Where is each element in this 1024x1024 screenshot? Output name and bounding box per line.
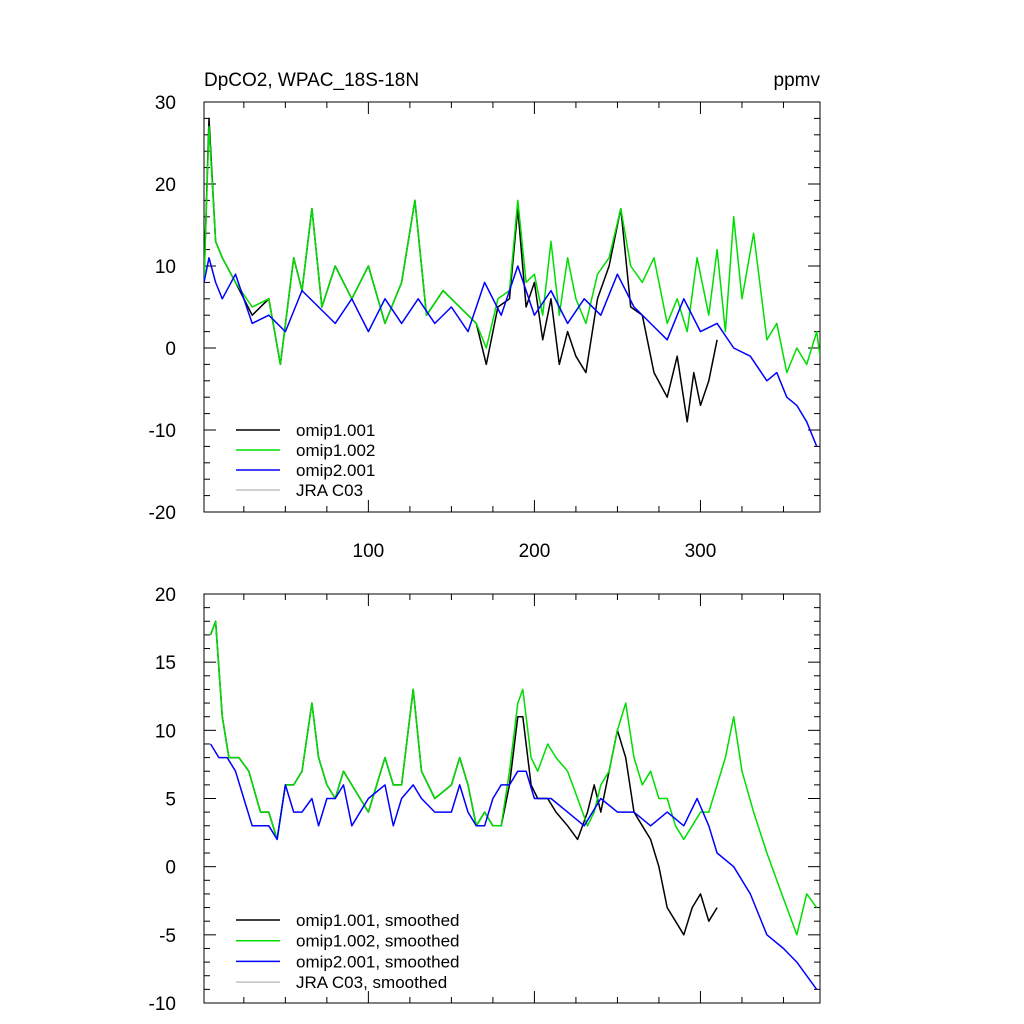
y-tick-label: 10 [155,257,176,278]
legend-label: omip2.001, smoothed [296,952,460,971]
chart-title: DpCO2, WPAC_18S-18N [204,70,419,91]
legend-label: omip2.001 [296,461,375,480]
series-line-omip2-001-smoothed [209,743,818,990]
y-tick-label: 0 [165,858,176,879]
series-line-omip1-001-smoothed [209,620,718,936]
y-tick-label: 15 [155,653,176,674]
x-tick-label: 200 [519,541,551,562]
y-tick-label: -10 [149,421,176,442]
y-tick-label: -10 [149,994,176,1015]
series-line-omip1-002-smoothed [209,620,818,936]
plot-frame [203,101,821,513]
legend-label: omip1.002 [296,441,375,460]
x-tick-label: 100 [353,541,385,562]
y-tick-label: 5 [165,790,176,811]
legend-label: omip1.001 [296,421,375,440]
series-line-omip1-001 [204,117,718,423]
legend-label: omip1.001, smoothed [296,911,460,930]
y-tick-label: 30 [155,93,176,114]
x-tick-label: 300 [685,541,717,562]
y-tick-label: -5 [159,926,176,947]
y-tick-label: 10 [155,721,176,742]
series-line-omip1-002 [204,125,820,374]
legend-label: omip1.002, smoothed [296,932,460,951]
y-tick-label: 20 [155,175,176,196]
y-tick-label: 20 [155,585,176,606]
units-label: ppmv [774,70,821,91]
bottom-panel: -10 -5 0 5 10 15 20 omip1.001, smoothed omip1.00… [149,585,821,1015]
top-panel: -20 -10 0 10 20 30 100 200 300 omip1.001omip1.002… [149,93,821,562]
series-line-omip2-001 [204,257,818,447]
y-tick-label: -20 [149,503,176,524]
y-tick-label: 0 [165,339,176,360]
legend-label: JRA C03, smoothed [296,973,447,992]
legend-label: JRA C03 [296,481,363,500]
